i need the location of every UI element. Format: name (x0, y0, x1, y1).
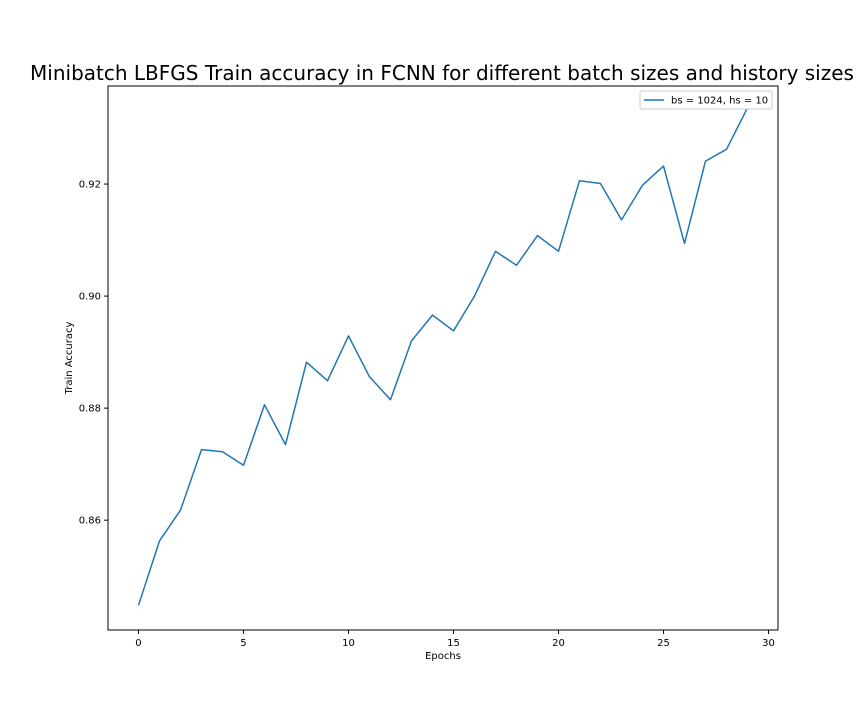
y-axis-ticks: 0.86 0.88 0.90 0.92 (79, 180, 108, 527)
x-axis-label: Epochs (425, 651, 461, 662)
legend: bs = 1024, hs = 10 (639, 90, 773, 110)
x-tick-label: 30 (762, 638, 775, 649)
legend-label: bs = 1024, hs = 10 (671, 96, 768, 107)
series-line (137, 107, 749, 606)
x-tick-label: 25 (657, 638, 670, 649)
y-tick-label: 0.92 (79, 180, 101, 191)
y-tick-label: 0.90 (79, 292, 101, 303)
y-tick-label: 0.88 (79, 404, 101, 415)
y-axis-label: Train Accuracy (64, 322, 75, 396)
legend-box (639, 90, 773, 110)
x-tick-label: 20 (552, 638, 565, 649)
y-tick-label: 0.86 (79, 516, 101, 527)
x-tick-label: 5 (240, 638, 246, 649)
x-tick-label: 15 (447, 638, 460, 649)
x-axis-ticks: 0 5 10 15 20 25 30 (135, 630, 775, 649)
x-tick-label: 10 (342, 638, 355, 649)
x-tick-label: 0 (135, 638, 141, 649)
plot-area (107, 85, 779, 631)
series-layer (137, 107, 749, 606)
chart-title: Minibatch LBFGS Train accuracy in FCNN f… (30, 61, 854, 85)
